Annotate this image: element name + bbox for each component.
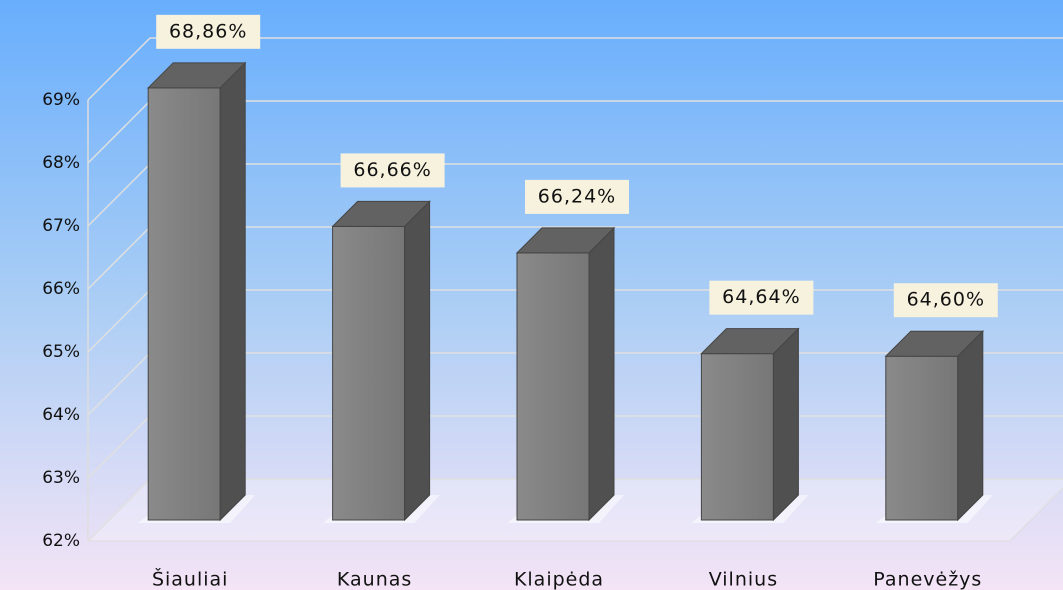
bar-side bbox=[404, 200, 431, 522]
bar-side bbox=[772, 327, 799, 522]
x-tick-label: Kaunas bbox=[337, 569, 412, 590]
value-label: 66,24% bbox=[538, 185, 616, 207]
value-label: 66,66% bbox=[353, 159, 431, 181]
grid-line bbox=[87, 415, 151, 479]
grid-line bbox=[87, 478, 151, 542]
value-label-box bbox=[156, 14, 261, 49]
grid-line bbox=[87, 163, 151, 227]
bar bbox=[332, 225, 406, 521]
bar bbox=[516, 252, 590, 521]
bar-side bbox=[588, 226, 615, 522]
bar bbox=[147, 87, 221, 521]
bar bbox=[700, 353, 774, 521]
value-label-box bbox=[525, 179, 629, 214]
value-label-box bbox=[893, 283, 998, 318]
x-tick-label: Šiauliai bbox=[152, 567, 229, 590]
y-tick-label: 65% bbox=[42, 342, 80, 362]
x-tick-label: Vilnius bbox=[709, 569, 778, 590]
grid-line bbox=[87, 37, 151, 101]
bar-side bbox=[957, 329, 984, 522]
value-label-box bbox=[340, 153, 445, 188]
y-tick-label: 68% bbox=[42, 153, 80, 173]
x-tick-label: Panevėžys bbox=[873, 569, 982, 590]
bar-top bbox=[700, 328, 800, 355]
bar-top bbox=[146, 62, 247, 89]
bar-side bbox=[219, 61, 246, 522]
value-label: 64,64% bbox=[722, 286, 800, 308]
bar bbox=[885, 355, 959, 521]
y-tick-label: 66% bbox=[42, 279, 80, 299]
grid-line bbox=[87, 100, 151, 164]
y-tick-label: 69% bbox=[42, 90, 80, 110]
bar-top bbox=[515, 227, 616, 254]
y-tick-label: 67% bbox=[42, 216, 80, 236]
grid-line bbox=[87, 289, 151, 353]
bar-top bbox=[884, 330, 985, 357]
y-tick-label: 64% bbox=[42, 405, 80, 425]
grid-line bbox=[87, 352, 151, 416]
value-label: 68,86% bbox=[169, 20, 247, 42]
y-tick-label: 63% bbox=[42, 468, 80, 488]
value-label: 64,60% bbox=[907, 289, 985, 311]
value-label-box bbox=[709, 280, 814, 315]
x-tick-label: Klaipėda bbox=[514, 569, 604, 590]
y-tick-label: 62% bbox=[42, 531, 80, 551]
grid-line bbox=[87, 226, 151, 290]
bar-top bbox=[331, 200, 431, 227]
